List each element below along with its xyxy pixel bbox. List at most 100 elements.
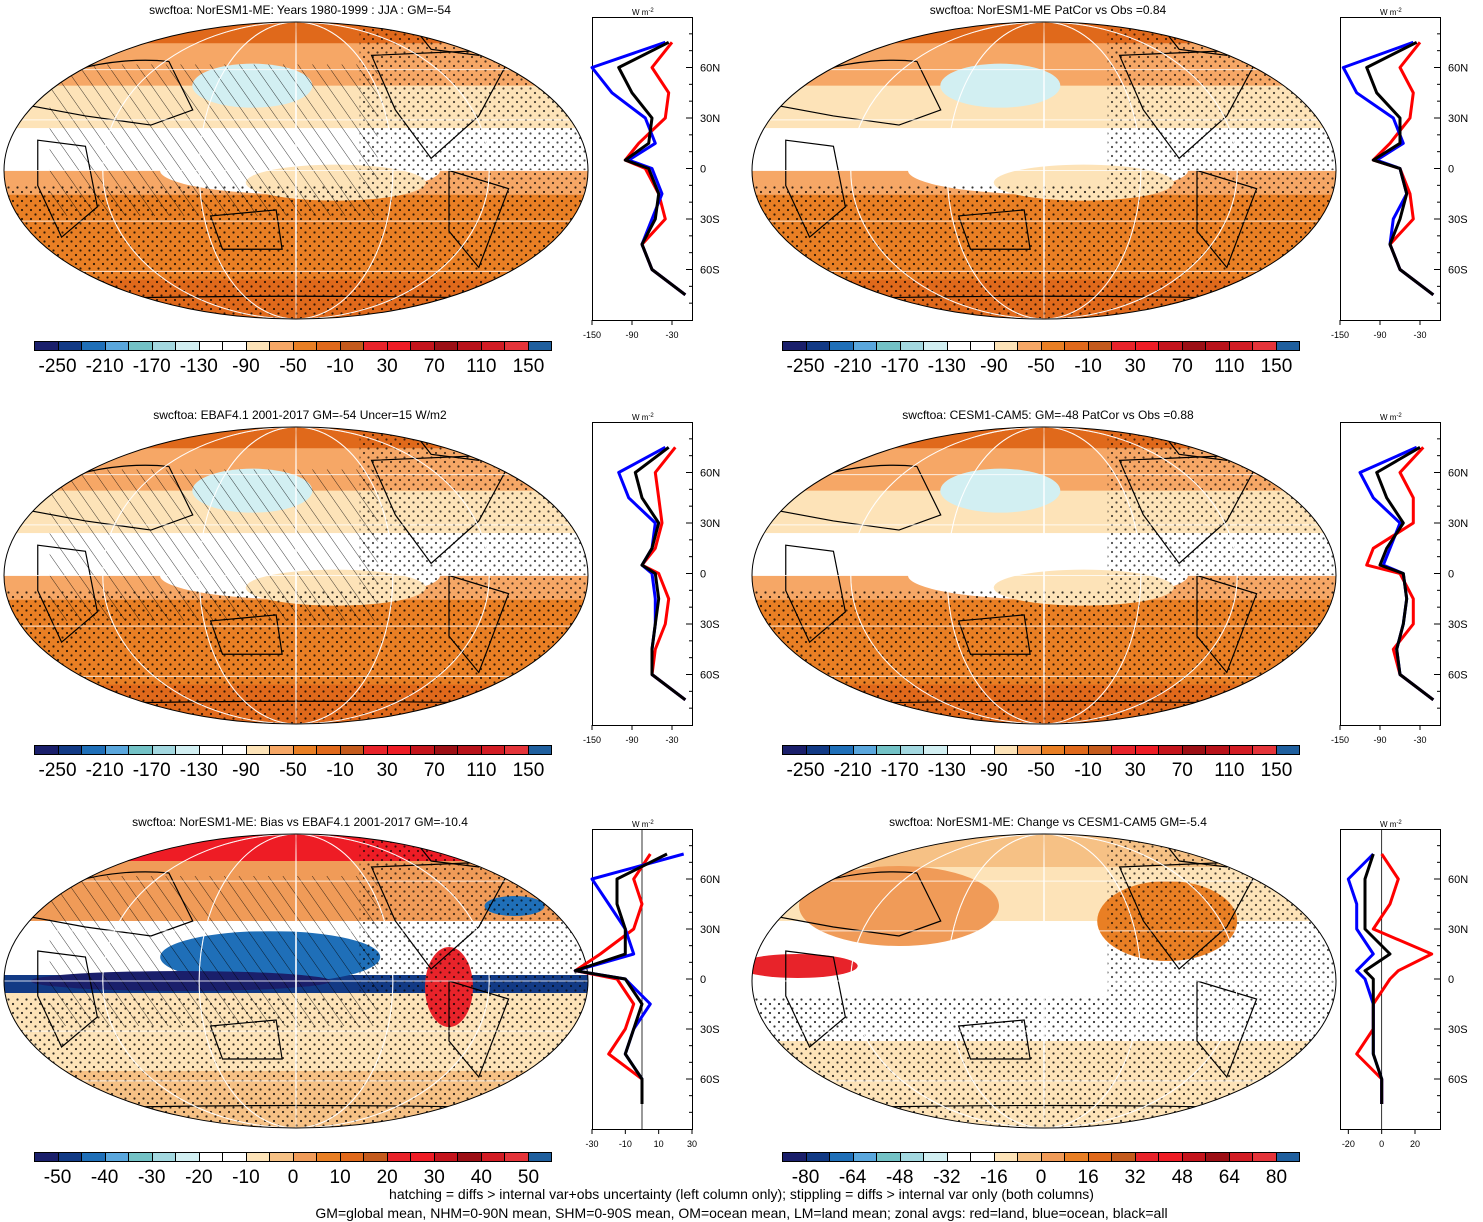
zonal-curve-land [623, 41, 687, 296]
colorbar-label: 110 [1214, 760, 1245, 781]
colorbar-label: 0 [1035, 1167, 1047, 1188]
colorbar-label: -90 [980, 760, 1008, 781]
continent-outline [957, 1019, 1031, 1060]
panel-6: swcftoa: NorESM1-ME: Change vs CESM1-CAM… [748, 812, 1483, 1188]
colorbar-swatch [434, 1153, 458, 1161]
zonal-mean-plot: W m-2 60N 30N 0 30S 60S -150 -90 -30 [583, 8, 720, 340]
colorbar-swatch [1112, 342, 1136, 350]
colorbar-swatch [481, 1153, 505, 1161]
colorbar-label: -130 [927, 356, 966, 377]
world-map [751, 426, 1337, 725]
stippling [752, 590, 1336, 724]
colorbar-swatch [1182, 342, 1206, 350]
continent-outline [785, 544, 847, 644]
colorbar-swatch [783, 1153, 807, 1161]
colorbar-swatch [1182, 746, 1206, 754]
colorbar-swatch [176, 1153, 200, 1161]
colorbar-swatch [877, 746, 901, 754]
graticule-meridian [946, 834, 1142, 1128]
world-map [3, 426, 589, 725]
colorbar-swatch [223, 746, 247, 754]
colorbar-swatch [340, 1153, 364, 1161]
colorbar-label: -10 [326, 356, 354, 377]
colorbar-swatch [994, 746, 1018, 754]
panel-title: swcftoa: NorESM1-ME: Bias vs EBAF4.1 200… [132, 815, 468, 829]
zonal-ytick-label: 60S [700, 265, 720, 277]
colorbar-label: -30 [137, 1167, 166, 1188]
zonal-unit: W m-2 [632, 413, 654, 422]
colorbar-swatch [129, 1153, 153, 1161]
zonal-frame [592, 829, 693, 1130]
colorbar-swatch [35, 1153, 59, 1161]
zonal-xtick-label: -30 [1413, 330, 1426, 340]
colorbar-label: -64 [838, 1167, 867, 1188]
colorbar-swatch [1088, 746, 1112, 754]
zonal-xtick-label: 20 [1410, 1139, 1420, 1149]
zonal-ytick-label: 30S [1448, 214, 1468, 226]
zonal-curve-ocean [573, 852, 685, 1104]
zonal-xtick-label: -150 [1331, 735, 1349, 745]
zonal-xtick-label: -30 [665, 330, 678, 340]
map-border [751, 426, 1337, 725]
zonal-xtick-label: 30 [687, 1139, 697, 1149]
colorbar-label: -50 [279, 356, 307, 377]
colorbar-swatch [1253, 746, 1277, 754]
zonal-unit-sup: -2 [1396, 8, 1402, 14]
colorbar-label: -48 [885, 1167, 914, 1188]
continent-outline [209, 614, 283, 655]
zonal-mean-plot: W m-2 60N 30N 0 30S 60S -150 -90 -30 [583, 413, 720, 745]
panel-4: swcftoa: CESM1-CAM5: GM=-48 PatCor vs Ob… [748, 405, 1483, 805]
colorbar-label: 70 [423, 760, 445, 781]
colorbar-swatch [1065, 746, 1089, 754]
colorbar-swatch [105, 1153, 129, 1161]
world-map [751, 21, 1337, 320]
graticule-meridian [1043, 427, 1045, 724]
colorbar-swatch [364, 342, 388, 350]
colorbar-label: 10 [329, 1167, 351, 1188]
zonal-ytick-label: 30S [700, 214, 720, 226]
colorbar-swatch [152, 342, 176, 350]
colorbar-swatch [58, 342, 82, 350]
map-band [4, 834, 588, 862]
colorbar [782, 341, 1300, 351]
colorbar-swatch [1159, 1153, 1183, 1161]
zonal-unit: W m-2 [632, 820, 654, 829]
graticule-meridian [295, 834, 297, 1128]
zonal-ytick-label: 60N [1448, 63, 1468, 75]
stippling [4, 185, 588, 319]
zonal-ytick-label: 30S [1448, 619, 1468, 631]
colorbar-swatch [152, 746, 176, 754]
colorbar-swatch [82, 746, 106, 754]
zonal-curve-all [633, 446, 687, 701]
colorbar-swatch [35, 342, 59, 350]
graticule-meridian [1043, 22, 1045, 319]
colorbar-swatch [1135, 342, 1159, 350]
colorbar-swatch [1253, 1153, 1277, 1161]
colorbar-swatch [293, 1153, 317, 1161]
graticule-meridian [102, 834, 490, 1128]
colorbar-label: 150 [1260, 356, 1293, 377]
zonal-ytick-label: 30N [700, 113, 720, 125]
colorbar-label: -210 [833, 356, 872, 377]
zonal-unit-sup: -2 [648, 820, 654, 826]
stippling [4, 996, 588, 1128]
colorbar-label: 50 [517, 1167, 540, 1188]
continent-outline [957, 614, 1031, 655]
stippling [752, 996, 1336, 1128]
continent-outline [209, 209, 283, 250]
zonal-ytick-label: 60S [1448, 1074, 1468, 1086]
colorbar-swatch [900, 746, 924, 754]
zonal-ytick-label: 0 [1448, 974, 1454, 986]
continent-outline [37, 544, 99, 644]
colorbar-swatch [199, 342, 223, 350]
colorbar-swatch [783, 746, 807, 754]
zonal-curve-all [573, 852, 668, 1104]
zonal-xtick-label: -30 [1413, 735, 1426, 745]
zonal-xtick-label: 10 [654, 1139, 664, 1149]
colorbar-label: 30 [423, 1167, 445, 1188]
colorbar-label: -210 [833, 760, 872, 781]
colorbar-swatch [877, 1153, 901, 1161]
zonal-xtick-label: -90 [1373, 735, 1386, 745]
colorbar-label: -90 [232, 356, 260, 377]
colorbar-swatch [783, 342, 807, 350]
